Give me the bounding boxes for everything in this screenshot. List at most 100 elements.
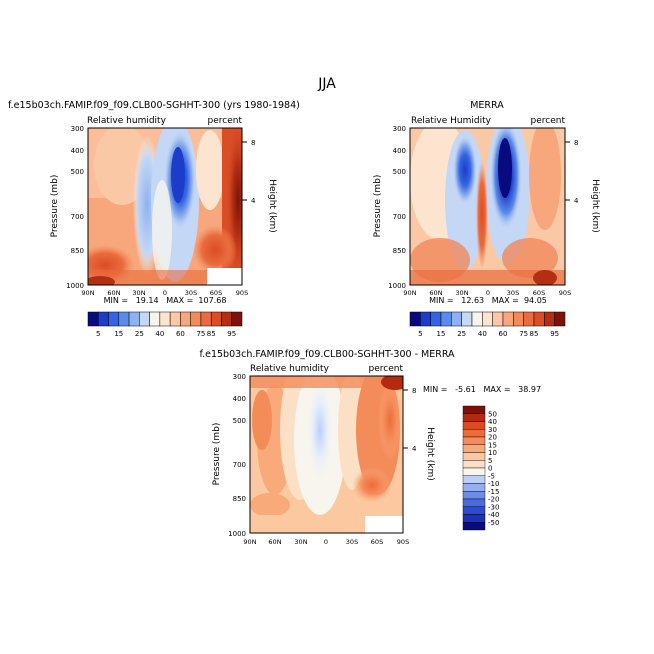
panel-merra-field [410,128,565,285]
colorbar-swatch [471,311,483,327]
colorbar-swatch [533,311,545,327]
panel-merra-x-ticks: 90N 60N 30N 0 30S 60S 90S [403,289,571,297]
colorbar-swatch [231,311,243,327]
panel-model: f.e15b03ch.FAMIP.f09_f09.CLB00-SGHHT-300… [8,100,300,305]
panel-diff-x-ticks: 90N 60N 30N 0 30S 60S 90S [243,538,409,546]
colorbar-label: 15 [488,441,497,449]
x-tick-label: 30N [132,289,145,297]
panel-diff-y-ticks: 300 400 500 700 850 1000 [228,373,246,538]
panel-diff-ylabel: Pressure (mb) [212,423,222,486]
y-tick-label: 400 [71,147,84,155]
y-tick-label: 500 [233,417,246,425]
colorbar-swatch [462,467,486,476]
colorbar-label: 10 [488,449,497,457]
panel-model-y2label: Height (km) [267,179,277,233]
colorbar-swatch [420,311,431,327]
x-tick-label: 90N [243,538,256,546]
x-tick-label: 60N [107,289,120,297]
colorbar-label: 85 [530,330,539,338]
colorbar-swatch [461,311,473,327]
colorbar-swatch [462,460,486,469]
panel-merra-y-ticks: 300 400 500 700 850 1000 [388,125,406,290]
colorbar-swatch [128,311,140,327]
panel-diff-title: f.e15b03ch.FAMIP.f09_f09.CLB00-SGHHT-300… [199,349,455,360]
colorbar-swatch [440,311,452,327]
panel-merra: MERRA Relative Humidity percent 300 400 … [373,100,600,305]
colorbar-swatch [482,311,493,327]
colorbar-swatch [462,413,486,422]
colorbar-swatch [169,311,181,327]
colorbar-swatch [462,514,486,523]
colorbar-label: 95 [227,330,236,338]
x-tick-label: 30S [185,289,197,297]
colorbar-label: 15 [114,330,123,338]
y2-tick-label: 8 [412,387,416,395]
panel-merra-ylabel: Pressure (mb) [373,175,383,238]
colorbar-label: 5 [418,330,422,338]
colorbar-swatch [139,311,150,327]
colorbar-label: -40 [488,511,499,519]
y-tick-label: 700 [233,461,246,469]
colorbar-label: 5 [96,330,100,338]
colorbar-swatch [462,444,486,453]
x-tick-label: 30N [455,289,468,297]
colorbar-label: 25 [457,330,466,338]
colorbar-swatch [87,311,99,327]
panel-merra-y2-ticks: 8 4 [565,139,579,205]
panel-diff-right-label: percent [369,364,404,374]
panel-merra-right-label: percent [531,116,566,126]
colorbar-label: 40 [478,330,487,338]
x-tick-label: 30S [507,289,519,297]
panel-merra-y2label: Height (km) [590,179,600,233]
colorbar-swatch [98,311,109,327]
y-tick-label: 1000 [228,530,246,538]
colorbar-swatch [190,311,202,327]
panel-model-right-label: percent [208,116,243,126]
rh-colorbar-right: 5 15 25 40 60 75 85 95 [409,311,566,338]
y-tick-label: 300 [233,373,246,381]
colorbar-swatch [544,311,555,327]
colorbar-label: -50 [488,519,499,527]
colorbar-swatch [108,311,120,327]
y2-tick-label: 8 [574,139,578,147]
colorbar-swatch [200,311,212,327]
colorbar-label: 75 [519,330,528,338]
colorbar-label: -10 [488,480,499,488]
x-tick-label: 90N [81,289,94,297]
panel-model-y-ticks: 300 400 500 700 850 1000 [66,125,84,290]
x-tick-label: 0 [486,289,490,297]
colorbar-swatch [462,475,486,484]
y-tick-label: 500 [71,168,84,176]
y-tick-label: 700 [71,213,84,221]
panel-diff-y2-ticks: 8 4 [403,387,417,453]
colorbar-swatch [523,311,535,327]
panel-model-y2-ticks: 8 4 [242,139,256,205]
colorbar-swatch [180,311,191,327]
colorbar-swatch [502,311,514,327]
panel-merra-stats: MIN = 12.63 MAX = 94.05 [429,296,547,305]
colorbar-swatch [462,522,486,531]
colorbar-label: 50 [488,410,497,418]
colorbar-swatch [462,491,486,500]
colorbar-label: 95 [550,330,559,338]
colorbar-label: -30 [488,503,499,511]
colorbar-label: 5 [488,457,492,465]
panel-model-stats: MIN = 19.14 MAX = 107.68 [104,296,227,305]
x-tick-label: 90S [397,538,409,546]
x-tick-label: 60N [429,289,442,297]
x-tick-label: 60S [210,289,222,297]
y2-tick-label: 4 [251,197,256,205]
colorbar-swatch [451,311,462,327]
colorbar-label: -15 [488,488,499,496]
y-tick-label: 1000 [66,282,84,290]
panel-model-ylabel: Pressure (mb) [50,175,60,238]
colorbar-swatch [221,311,232,327]
y-tick-label: 300 [71,125,84,133]
colorbar-label: 60 [176,330,185,338]
panel-diff-y2label: Height (km) [425,427,435,481]
colorbar-label: 30 [488,426,497,434]
colorbar-label: 0 [488,465,492,473]
x-tick-label: 30N [294,538,307,546]
colorbar-label: -5 [488,472,495,480]
